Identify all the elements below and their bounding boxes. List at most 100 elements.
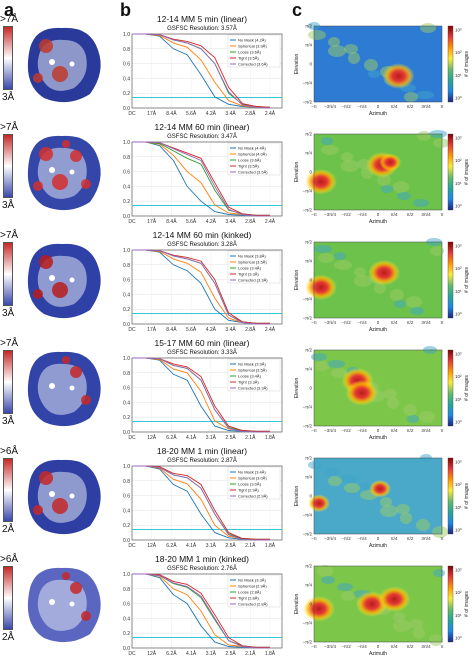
fsc-chart: 1.0 0.8 0.6 0.4 0.2 0.0DC 12Å 6.2Å 4.1Å 3.1Å 2.5Å 2… [123, 356, 283, 441]
fsc-y-tick-label: 0.8 [123, 263, 130, 269]
heatmap-hotspot [307, 494, 330, 513]
heatmap-x-tick-label: −π [311, 536, 317, 541]
viewing-direction-heatmap: −π −3π/4 −π/2 −π/4 0 π/4 π/2 3π/4 π π/2 π/4 0 −π/4 −π… [294, 564, 470, 658]
density-map-image [27, 567, 101, 643]
heatmap-x-tick-label: 0 [377, 320, 380, 325]
local-resolution-panel: >6Å 2Å [0, 554, 112, 662]
fsc-legend-box [227, 142, 281, 176]
fsc-y-tick-label: 0.4 [123, 616, 130, 622]
heatmap-texture [327, 360, 345, 368]
fsc-x-tick-label: 3.1Å [206, 650, 217, 657]
fsc-x-tick-label: 8.4Å [166, 110, 177, 117]
density-high-res-region [70, 582, 82, 594]
heatmap-texture [410, 307, 424, 315]
fsc-x-tick-label: 12Å [147, 650, 157, 657]
heatmap-x-tick-label: −π [311, 212, 317, 217]
density-high-res-region [81, 179, 91, 189]
heatmap-texture [314, 245, 332, 253]
heatmap-colorbar-label: # of images [464, 159, 470, 185]
fsc-x-tick-label: 8.4Å [166, 218, 177, 225]
heatmap-y-tick-label: −π/2 [303, 640, 313, 645]
fsc-y-tick-label: 0.0 [123, 538, 130, 544]
heatmap-y-tick-label: −π/2 [303, 532, 313, 537]
fsc-legend-label: Loose (2.8Å) [238, 590, 262, 595]
heatmap-colorbar-tick: 10¹ [455, 181, 462, 186]
resolution-max-label: >7Å [0, 14, 19, 25]
fsc-title: 12-14 MM 60 min (kinked) [152, 230, 252, 240]
fsc-legend-label: Spherical (2.9Å) [238, 584, 267, 589]
heatmap-colorbar [447, 133, 454, 211]
fsc-series-line [132, 465, 270, 540]
resolution-min-label: 3Å [2, 92, 15, 103]
local-resolution-panel: >7Å 3Å [0, 230, 112, 338]
heatmap-x-label: Azimuth [369, 327, 387, 333]
fsc-axes-frame [131, 33, 283, 109]
heatmap-texture [394, 300, 406, 308]
density-high-res-region [39, 39, 53, 53]
fsc-legend-label: Tight (3.3Å) [238, 272, 259, 277]
heatmap-texture [419, 411, 435, 423]
heatmap-texture [318, 253, 334, 263]
heatmap-colorbar-tick: 10¹ [455, 289, 462, 294]
heatmap-x-tick-label: 0 [377, 212, 380, 217]
fsc-x-tick-label: 1.8Å [265, 650, 276, 657]
heatmap-texture [315, 361, 329, 371]
fsc-legend-box [227, 34, 281, 68]
heatmap-texture [407, 415, 419, 423]
fsc-legend-label: Spherical (3.5Å) [238, 260, 267, 265]
heatmap-colorbar-tick: 10³ [455, 136, 462, 141]
heatmap-colorbar-tick: 10⁰ [455, 312, 462, 317]
heatmap-y-tick-label: π/2 [305, 456, 312, 461]
density-high-res-region [70, 150, 82, 162]
fsc-y-tick-label: 0.4 [123, 508, 130, 514]
heatmap-texture [341, 152, 353, 162]
heatmap-y-label: Elevation [294, 486, 300, 507]
heatmap-texture [396, 504, 410, 514]
heatmap-colorbar-tick: 10⁰ [455, 636, 462, 641]
fsc-panel: 18-20 MM 1 min (linear) GSFSC Resolution:… [114, 446, 290, 554]
density-high-res-region [62, 140, 70, 148]
fsc-x-tick-label: 3.1Å [206, 434, 217, 441]
heatmap-colorbar-tick: 10¹ [455, 73, 462, 78]
heatmap-y-tick-label: π/2 [305, 348, 312, 353]
local-resolution-panel: >7Å 3Å [0, 338, 112, 446]
heatmap-x-label: Azimuth [369, 111, 387, 117]
fsc-x-tick-label: 5.6Å [186, 326, 197, 333]
fsc-series-line [132, 573, 270, 649]
heatmap-hotspot [302, 596, 335, 622]
fsc-legend-label: Tight (2.9Å) [238, 488, 259, 493]
fsc-x-tick-label: 6.2Å [166, 650, 177, 657]
heatmap-texture [344, 483, 360, 493]
density-highlight [49, 383, 55, 389]
fsc-panel: 15-17 MM 60 min (linear) GSFSC Resolution… [114, 338, 290, 446]
heatmap-texture [430, 246, 444, 256]
heatmap-x-tick-label: −π [311, 428, 317, 433]
resolution-max-label: >6Å [0, 446, 19, 457]
fsc-x-tick-label: 2.5Å [225, 650, 236, 657]
fsc-x-tick-label: 2.8Å [245, 326, 256, 333]
heatmap-y-tick-label: −π/2 [303, 424, 313, 429]
heatmap-colorbar-tick: 10⁰ [455, 96, 462, 101]
fsc-y-tick-label: 0.4 [123, 184, 130, 190]
heatmap-x-tick-label: 0 [377, 104, 380, 109]
heatmap-texture [340, 475, 358, 483]
figure-row: >7Å 3Å 12-14 MM 60 min (linear) GSFSC Resol… [0, 122, 474, 230]
fsc-x-tick-label: 6.2Å [166, 542, 177, 549]
heatmap-texture [390, 289, 404, 301]
heatmap-x-tick-label: π [440, 644, 443, 649]
heatmap-colorbar-label: # of images [464, 591, 470, 617]
heatmap-colorbar-tick: 10³ [455, 352, 462, 357]
heatmap-texture [337, 583, 353, 591]
fsc-legend-label: Loose (3.6Å) [238, 158, 262, 163]
fsc-y-tick-label: 1.0 [123, 572, 130, 578]
density-high-res-region [70, 366, 82, 378]
fsc-y-tick-label: 0.6 [123, 494, 130, 500]
heatmap-x-tick-label: π [440, 536, 443, 541]
resolution-max-label: >7Å [0, 230, 19, 241]
heatmap-texture [334, 252, 346, 260]
heatmap-x-tick-label: −π/4 [357, 536, 367, 541]
fsc-axes-frame [131, 357, 283, 433]
density-core [37, 255, 87, 307]
heatmap-texture [417, 131, 431, 141]
fsc-x-tick-label: DC [128, 219, 136, 225]
